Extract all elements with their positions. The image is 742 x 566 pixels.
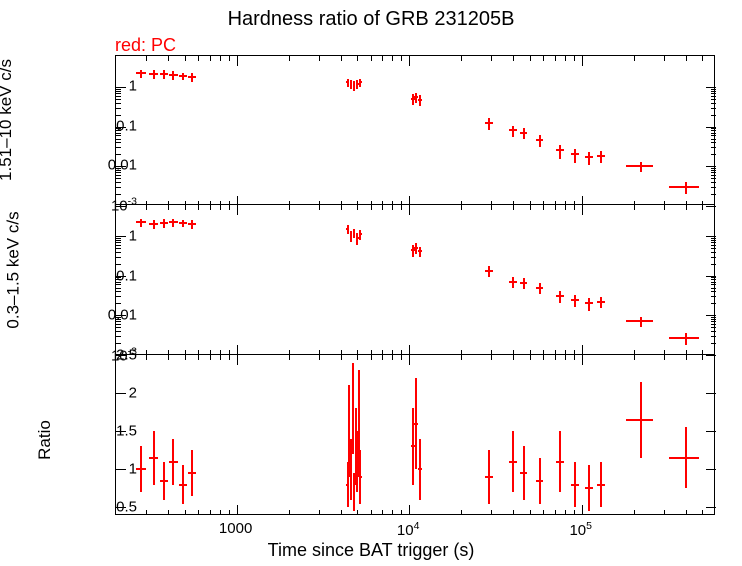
data-yerr	[172, 71, 174, 80]
panel-ratio	[115, 355, 715, 515]
ytick-label: 0.1	[116, 117, 137, 134]
data-yerr	[163, 462, 165, 500]
ytick-label: 0.01	[108, 157, 137, 174]
ytick-label: 1	[129, 77, 137, 94]
data-yerr	[350, 231, 352, 242]
ytick-label: 0.5	[116, 499, 137, 516]
data-yerr	[588, 465, 590, 511]
data-yerr	[685, 333, 687, 345]
data-yerr	[172, 439, 174, 485]
data-yerr	[559, 431, 561, 492]
data-yerr	[512, 277, 514, 287]
chart-container: Hardness ratio of GRB 231205B red: PC 1.…	[0, 0, 742, 566]
ytick-label: 10-3	[111, 196, 137, 215]
data-yerr	[352, 363, 354, 454]
data-yerr	[574, 149, 576, 164]
data-yerr	[153, 70, 155, 78]
data-yerr	[559, 291, 561, 303]
data-yerr	[359, 450, 361, 503]
data-yerr	[512, 126, 514, 137]
ylabel-soft: 0.3–1.5 keV c/s	[4, 211, 24, 328]
data-yerr	[685, 427, 687, 488]
ytick-label: 1	[129, 461, 137, 478]
ytick-label: 1.5	[116, 423, 137, 440]
data-yerr	[412, 408, 414, 484]
data-yerr	[140, 70, 142, 78]
data-yerr	[191, 450, 193, 496]
data-yerr	[600, 462, 602, 508]
data-yerr	[359, 79, 361, 87]
chart-legend: red: PC	[115, 35, 176, 56]
data-yerr	[640, 162, 642, 173]
data-yerr	[523, 278, 525, 289]
data-yerr	[559, 145, 561, 160]
data-yerr	[685, 182, 687, 194]
ytick-label: 2.5	[116, 347, 137, 364]
data-yerr	[182, 465, 184, 503]
data-yerr	[140, 219, 142, 227]
data-yerr	[191, 73, 193, 83]
data-yerr	[347, 79, 349, 87]
data-yerr	[153, 431, 155, 484]
data-yerr	[191, 220, 193, 229]
plot-area	[115, 55, 715, 515]
data-yerr	[574, 295, 576, 307]
data-yerr	[640, 317, 642, 327]
data-yerr	[350, 80, 352, 89]
data-yerr	[153, 220, 155, 229]
data-yerr	[163, 219, 165, 227]
data-yerr	[347, 225, 349, 234]
xlabel: Time since BAT trigger (s)	[0, 540, 742, 561]
ytick-label: 1	[129, 227, 137, 244]
data-yerr	[539, 458, 541, 504]
data-yerr	[359, 230, 361, 240]
data-yerr	[415, 378, 417, 469]
panel-soft-band	[115, 205, 715, 355]
data-yerr	[488, 118, 490, 130]
xtick-label: 105	[569, 520, 592, 539]
xtick-label: 1000	[219, 520, 252, 537]
xtick-label: 104	[397, 520, 420, 539]
panel-hard-band	[115, 55, 715, 205]
data-yerr	[588, 152, 590, 165]
data-yerr	[539, 135, 541, 147]
ytick-label: 0.1	[116, 267, 137, 284]
data-yerr	[600, 151, 602, 163]
ylabel-hard: 1.51–10 keV c/s	[0, 59, 16, 181]
data-yerr	[512, 431, 514, 492]
data-yerr	[163, 70, 165, 78]
ytick-label: 2	[129, 385, 137, 402]
data-yerr	[172, 219, 174, 227]
data-yerr	[600, 297, 602, 308]
data-yerr	[574, 462, 576, 508]
chart-title: Hardness ratio of GRB 231205B	[0, 8, 742, 31]
data-yerr	[539, 283, 541, 294]
data-yerr	[640, 382, 642, 458]
data-yerr	[182, 220, 184, 227]
data-yerr	[523, 446, 525, 499]
data-yerr	[523, 128, 525, 138]
data-yerr	[419, 95, 421, 106]
data-yerr	[182, 73, 184, 80]
ylabel-ratio: Ratio	[35, 420, 55, 460]
data-yerr	[419, 247, 421, 257]
data-yerr	[488, 266, 490, 277]
data-yerr	[588, 298, 590, 311]
data-yerr	[419, 439, 421, 500]
data-yerr	[415, 243, 417, 254]
ytick-label: 0.01	[108, 307, 137, 324]
data-yerr	[488, 450, 490, 503]
data-yerr	[140, 446, 142, 492]
